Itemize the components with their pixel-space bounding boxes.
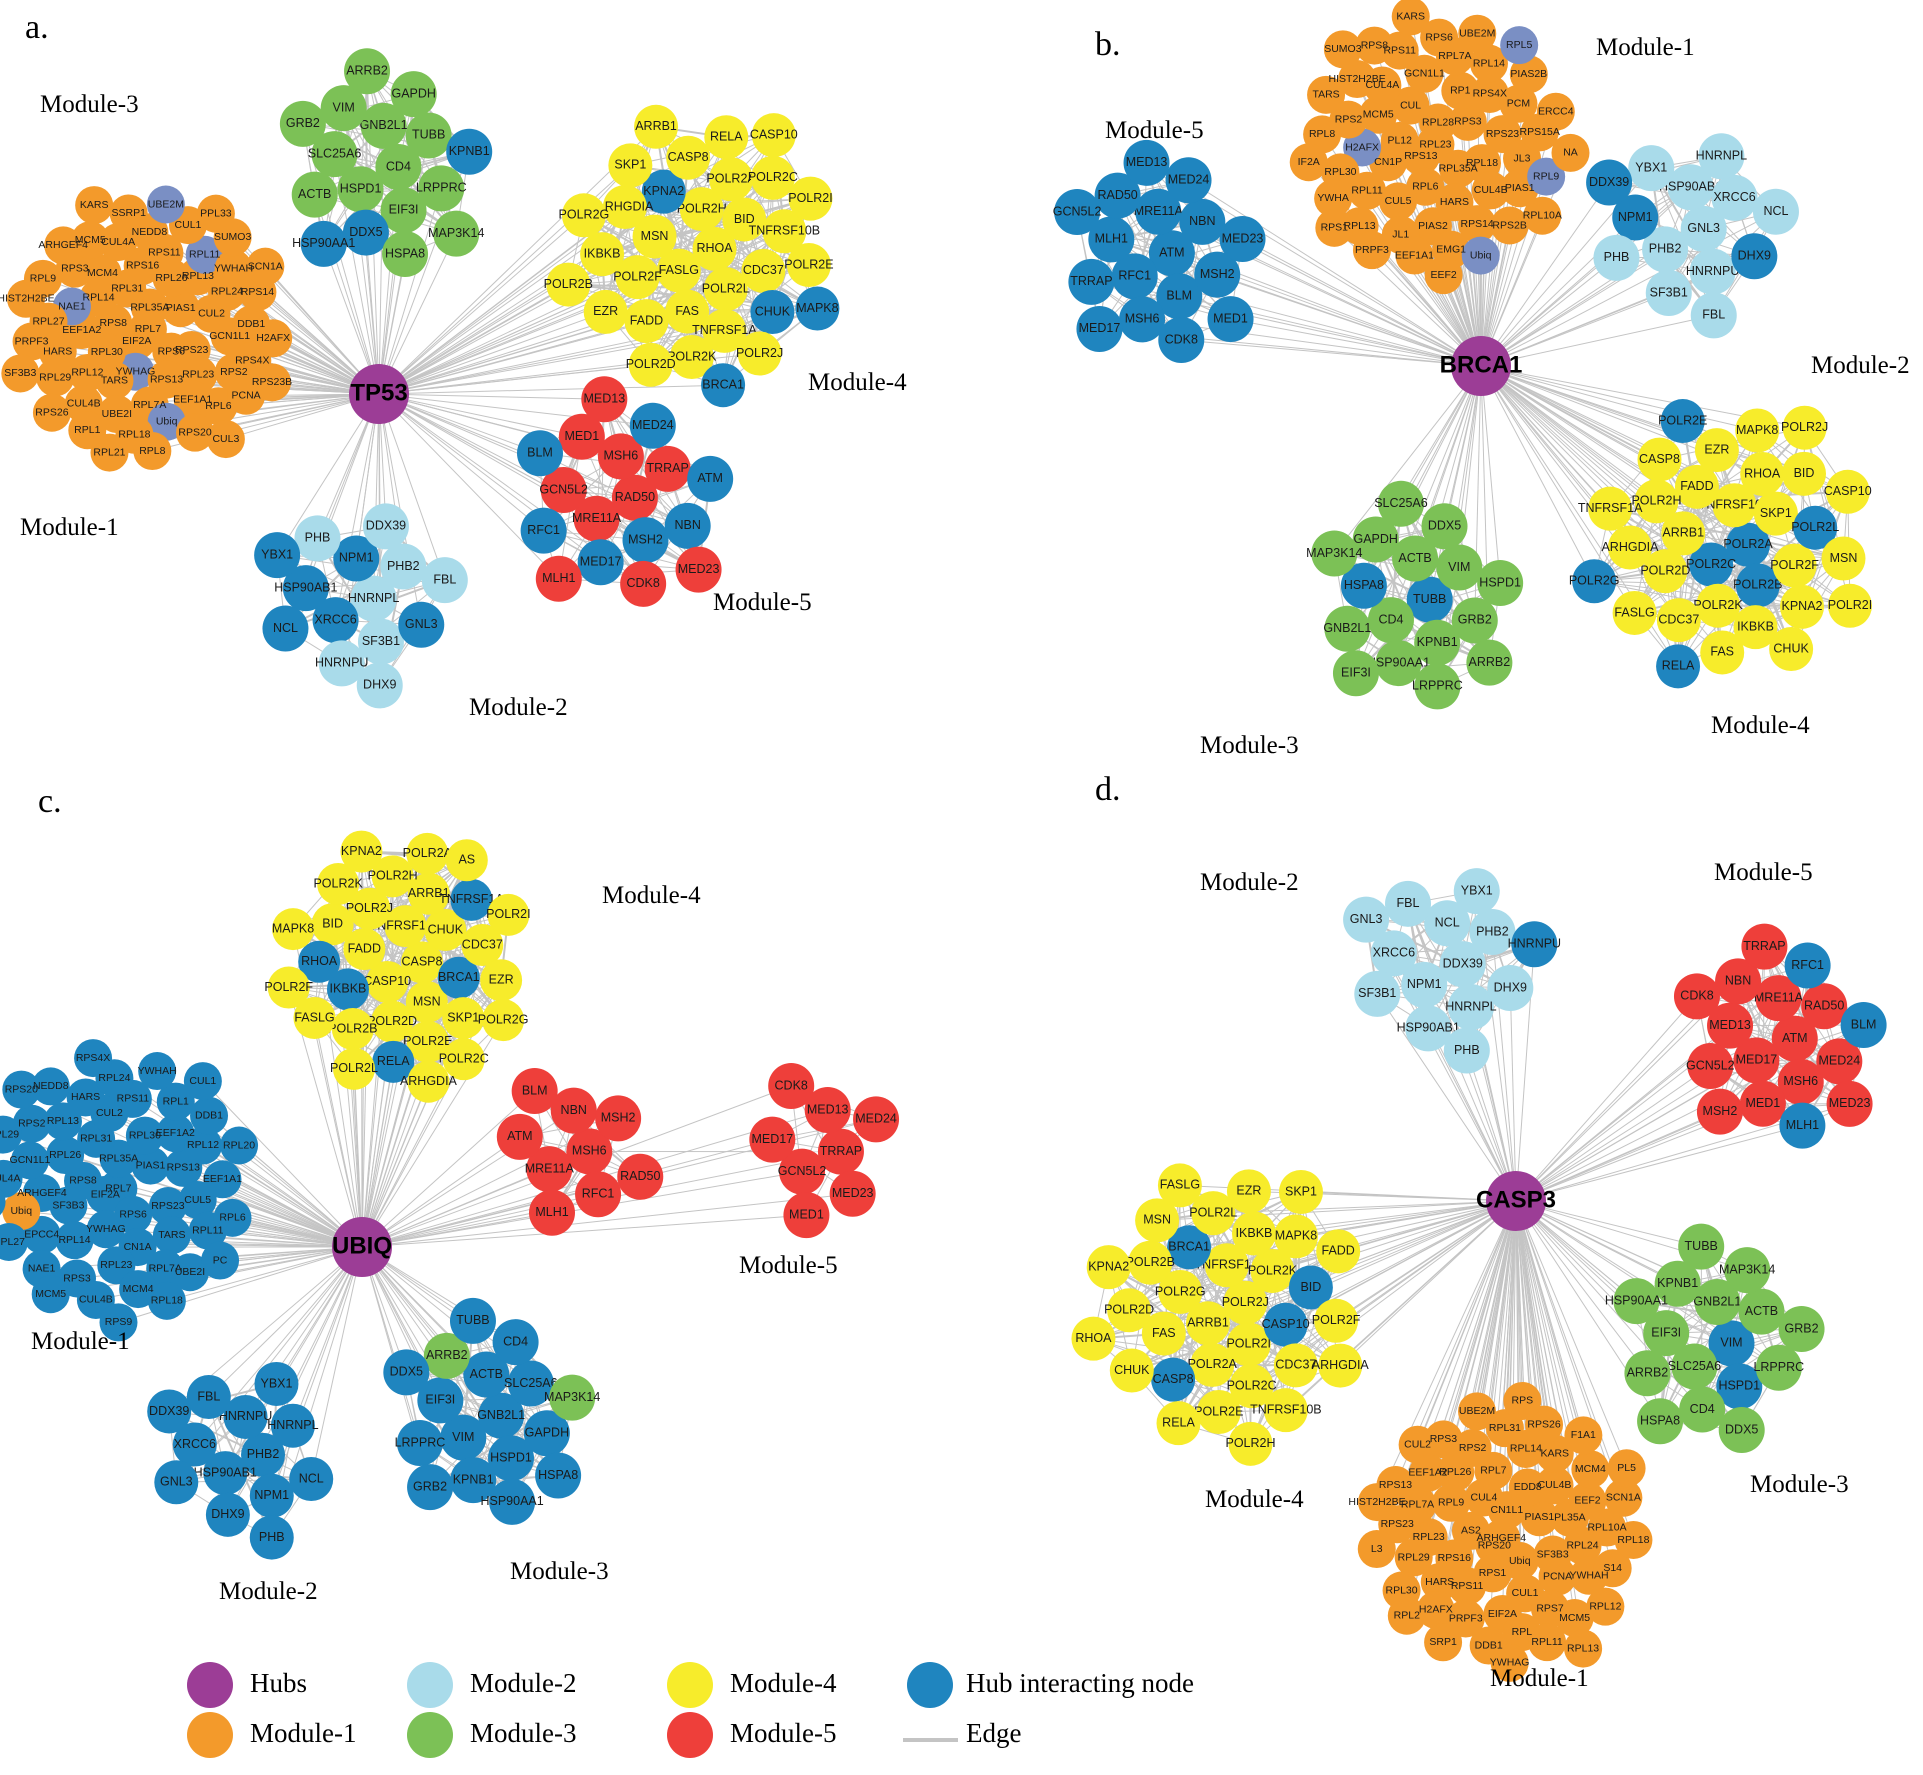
svg-text:Module-1: Module-1 <box>31 1328 130 1355</box>
svg-text:UBIQ: UBIQ <box>332 1232 392 1259</box>
svg-text:Module-1: Module-1 <box>250 1718 356 1748</box>
svg-text:Module-3: Module-3 <box>1750 1471 1849 1498</box>
svg-text:Module-2: Module-2 <box>1200 869 1299 896</box>
svg-text:TP53: TP53 <box>350 379 407 406</box>
svg-text:Module-4: Module-4 <box>730 1668 837 1698</box>
svg-text:b.: b. <box>1095 26 1121 63</box>
svg-text:Module-5: Module-5 <box>1714 859 1813 886</box>
svg-text:Hubs: Hubs <box>250 1668 307 1698</box>
svg-text:Module-5: Module-5 <box>713 589 812 616</box>
svg-text:Module-1: Module-1 <box>1490 1665 1589 1692</box>
svg-text:Module-2: Module-2 <box>470 1668 576 1698</box>
svg-text:Module-5: Module-5 <box>1105 117 1204 144</box>
svg-text:Module-4: Module-4 <box>1205 1486 1304 1513</box>
svg-text:Module-4: Module-4 <box>602 882 701 909</box>
svg-text:a.: a. <box>25 9 49 46</box>
svg-text:Module-3: Module-3 <box>40 91 139 118</box>
svg-text:Hub interacting node: Hub interacting node <box>966 1668 1194 1698</box>
svg-text:Edge: Edge <box>966 1718 1021 1748</box>
svg-text:Module-3: Module-3 <box>470 1718 576 1748</box>
svg-text:Module-1: Module-1 <box>20 514 119 541</box>
svg-text:Module-1: Module-1 <box>1596 34 1695 61</box>
svg-text:Module-3: Module-3 <box>510 1558 609 1585</box>
svg-text:BRCA1: BRCA1 <box>1440 351 1523 378</box>
svg-text:Module-2: Module-2 <box>1811 352 1910 379</box>
svg-text:Module-5: Module-5 <box>739 1252 838 1279</box>
svg-text:c.: c. <box>38 783 62 820</box>
svg-text:Module-4: Module-4 <box>1711 712 1810 739</box>
svg-text:Module-3: Module-3 <box>1200 732 1299 759</box>
svg-text:Module-2: Module-2 <box>469 694 568 721</box>
svg-text:Module-2: Module-2 <box>219 1578 318 1605</box>
svg-text:CASP3: CASP3 <box>1476 1186 1556 1213</box>
svg-text:Module-5: Module-5 <box>730 1718 836 1748</box>
svg-text:d.: d. <box>1095 771 1121 808</box>
svg-text:Module-4: Module-4 <box>808 369 907 396</box>
